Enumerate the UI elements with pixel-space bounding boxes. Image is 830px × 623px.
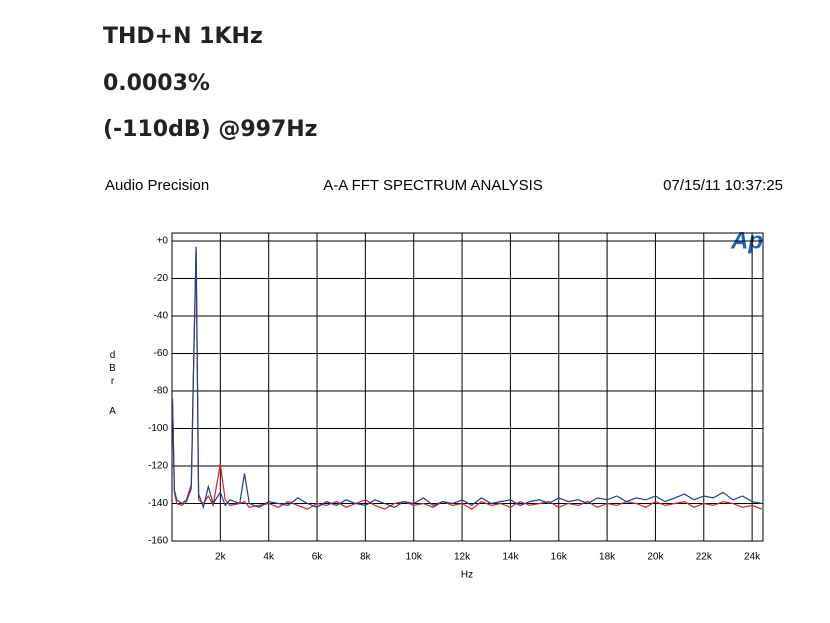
x-tick-label: 6k: [312, 552, 324, 563]
series-line: [171, 248, 763, 510]
header-line: THD+N 1KHz: [103, 24, 263, 49]
y-tick-label: -20: [154, 273, 169, 284]
x-tick-label: 10k: [406, 552, 423, 563]
plot-frame: [171, 232, 764, 542]
y-tick-label: -80: [154, 386, 169, 397]
chart-title: A-A FFT SPECTRUM ANALYSIS: [323, 177, 543, 194]
y-axis-label: A: [107, 406, 118, 419]
x-tick-label: 16k: [551, 552, 568, 563]
x-axis-label: Hz: [461, 570, 473, 581]
y-tick-label: -40: [154, 311, 169, 322]
series-line: [171, 246, 762, 510]
x-tick-label: 8k: [360, 552, 372, 563]
x-tick-label: 14k: [502, 552, 519, 563]
x-tick-label: 4k: [263, 552, 275, 563]
x-tick-label: 24k: [744, 552, 761, 563]
x-tick-label: 20k: [647, 552, 664, 563]
y-tick-label: -160: [148, 536, 168, 547]
x-tick-label: 12k: [454, 552, 471, 563]
y-tick-label: -120: [148, 461, 168, 472]
y-tick-label: -60: [154, 348, 169, 359]
y-axis-label: dBr: [107, 350, 118, 389]
right-caption: 07/15/11 10:37:25: [663, 177, 783, 194]
left-caption: Audio Precision: [105, 177, 209, 194]
x-tick-label: 18k: [599, 552, 616, 563]
y-tick-label: +0: [157, 236, 169, 247]
header-line: 0.0003%: [103, 71, 210, 96]
y-tick-label: -140: [148, 498, 168, 509]
x-tick-label: 2k: [215, 552, 227, 563]
y-tick-label: -100: [148, 423, 168, 434]
x-tick-label: 22k: [696, 552, 713, 563]
header-line: (-110dB) @997Hz: [103, 117, 318, 142]
